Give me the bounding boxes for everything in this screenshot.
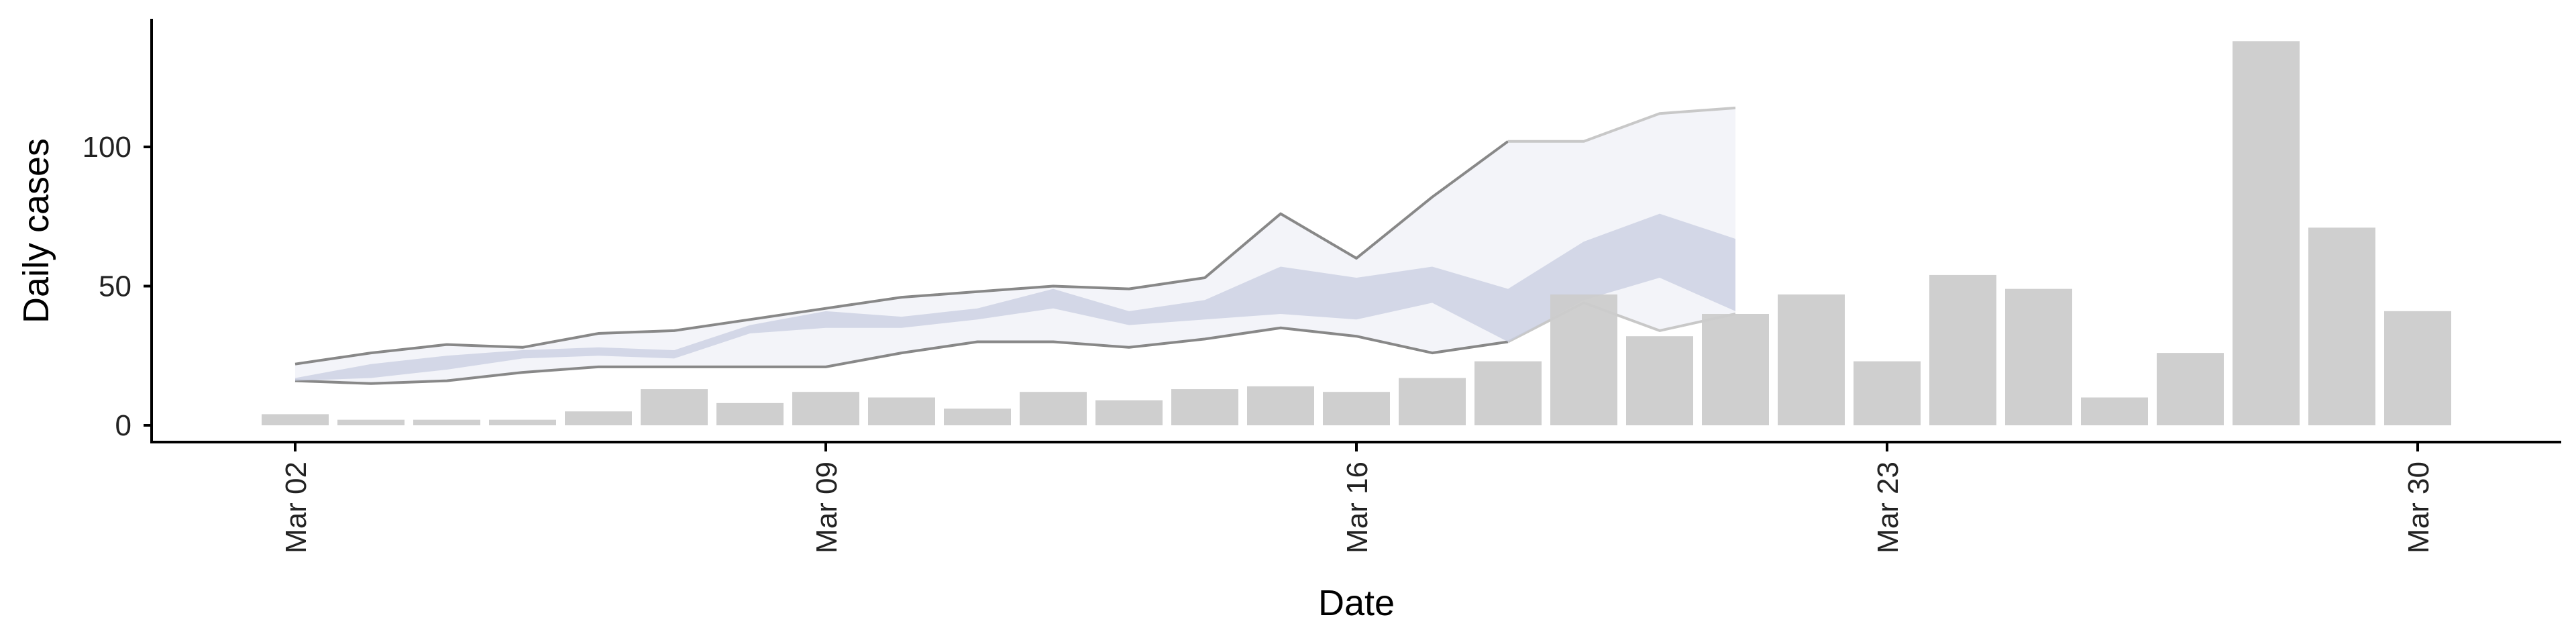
- bar: [262, 414, 329, 425]
- y-axis-title: Daily cases: [16, 138, 56, 323]
- bar: [1550, 294, 1617, 425]
- band-outer-upper-line-fade: [1508, 106, 1736, 143]
- bar: [565, 411, 632, 425]
- x-tick-label: Mar 02: [280, 462, 313, 553]
- bar: [2233, 41, 2300, 426]
- y-tick-label: 100: [83, 131, 131, 164]
- bar: [2005, 288, 2072, 425]
- bar: [2157, 353, 2224, 425]
- bar: [1171, 389, 1238, 425]
- bar: [1247, 386, 1314, 425]
- bar: [1474, 361, 1542, 425]
- bar: [1323, 392, 1390, 425]
- bar: [716, 402, 784, 425]
- x-tick-label: Mar 30: [2402, 462, 2435, 553]
- x-tick-label: Mar 09: [810, 462, 843, 553]
- band-inner: [295, 213, 1735, 381]
- bar: [1854, 361, 1921, 425]
- ticks-layer: 0 50 100 Mar 02 Mar 09 Mar 16 Mar 23 Mar 30: [83, 131, 2435, 553]
- bar: [641, 389, 708, 425]
- x-tick-label: Mar 23: [1872, 462, 1904, 553]
- bar: [2308, 227, 2375, 425]
- bar: [1399, 378, 1466, 425]
- bar: [1702, 314, 1769, 425]
- bar: [337, 419, 405, 425]
- bars-layer: [262, 41, 2451, 426]
- bar: [2081, 397, 2148, 425]
- band-outer-lower-line: [294, 326, 1509, 385]
- bar: [1778, 294, 1845, 425]
- bar: [1020, 392, 1087, 425]
- bar: [1929, 274, 1996, 425]
- bar: [868, 397, 935, 425]
- bar: [489, 419, 556, 425]
- bands-layer: [294, 106, 1736, 385]
- x-axis-title: Date: [1318, 583, 1395, 623]
- bar: [792, 392, 859, 425]
- x-tick-label: Mar 16: [1341, 462, 1374, 553]
- band-outer-upper-line: [294, 140, 1509, 366]
- y-tick-label: 0: [115, 409, 131, 442]
- bar: [2384, 311, 2451, 425]
- y-tick-label: 50: [99, 270, 131, 303]
- bar: [1095, 400, 1163, 425]
- bar: [944, 409, 1011, 425]
- band-outer-lower-line-fade: [1507, 301, 1736, 343]
- bar: [413, 419, 480, 425]
- bar: [1626, 336, 1693, 425]
